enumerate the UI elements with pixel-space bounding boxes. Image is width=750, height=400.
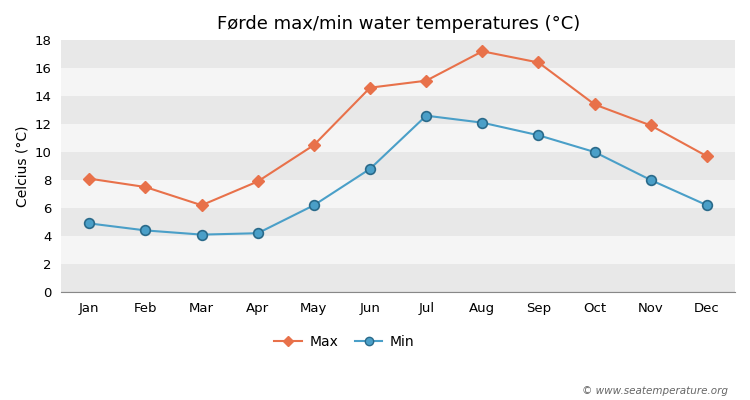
Max [534,60,543,65]
Max [646,123,656,128]
Y-axis label: Celcius (°C): Celcius (°C) [15,125,29,207]
Min [310,203,319,208]
Min [534,133,543,138]
Bar [62,208,735,236]
Line: Max: Max [86,47,711,209]
Max [422,78,430,83]
Min [85,221,94,226]
Max [254,179,262,184]
Min [197,232,206,237]
Bar [62,180,735,208]
Bar [62,96,735,124]
Max [310,143,319,148]
Min [254,231,262,236]
Bar [62,68,735,96]
Bar [62,264,735,292]
Max [85,176,94,181]
Bar [62,152,735,180]
Min [422,113,430,118]
Min [590,150,599,154]
Max [197,203,206,208]
Min [703,203,712,208]
Title: Førde max/min water temperatures (°C): Førde max/min water temperatures (°C) [217,15,580,33]
Min [141,228,150,233]
Bar [62,40,735,68]
Max [478,49,487,54]
Legend: Max, Min: Max, Min [269,329,419,354]
Min [365,166,374,171]
Text: © www.seatemperature.org: © www.seatemperature.org [581,386,728,396]
Bar [62,236,735,264]
Max [365,85,374,90]
Min [646,178,656,182]
Line: Min: Min [85,111,712,240]
Max [141,185,150,190]
Bar [62,124,735,152]
Max [703,154,712,159]
Max [590,102,599,107]
Min [478,120,487,125]
